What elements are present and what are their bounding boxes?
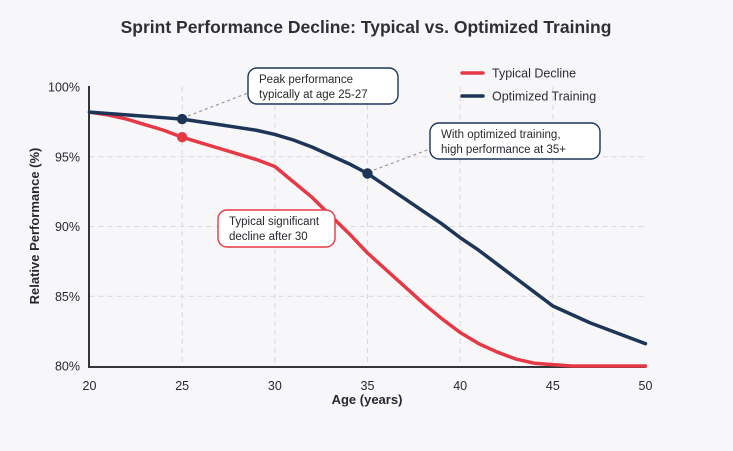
x-axis-label: Age (years)	[332, 392, 403, 407]
legend-label-typical: Typical Decline	[492, 67, 576, 81]
annotation-connector-optimized	[373, 148, 431, 171]
y-tick-label: 95%	[55, 150, 80, 164]
y-tick-label: 85%	[55, 290, 80, 304]
marker-dot	[176, 132, 188, 143]
x-tick-label: 30	[268, 379, 282, 393]
x-tick-label: 45	[546, 379, 560, 393]
data-point-markers	[176, 113, 373, 179]
marker-dot	[362, 168, 373, 179]
x-tick-label: 50	[639, 379, 653, 393]
annotation-text: Peak performance	[259, 74, 353, 86]
annotation-text: high performance at 35+	[441, 144, 566, 156]
legend-label-optimized: Optimized Training	[492, 90, 596, 104]
y-tick-label: 90%	[55, 220, 80, 234]
x-tick-label: 25	[175, 379, 189, 393]
annotation-box-typical: Typical significant decline after 30	[217, 209, 336, 248]
annotation-text: typically at age 25-27	[259, 89, 368, 101]
x-tick-label: 40	[453, 379, 467, 393]
x-tick-label: 35	[361, 379, 375, 393]
annotation-box-optimized: With optimized training, high performanc…	[429, 122, 601, 160]
chart-title: Sprint Performance Decline: Typical vs. …	[121, 17, 612, 37]
legend: Typical Decline Optimized Training	[460, 67, 596, 104]
y-tick-label: 80%	[55, 360, 80, 374]
x-tick-label: 20	[83, 379, 97, 393]
y-axis-label: Relative Performance (%)	[27, 148, 42, 305]
marker-dot	[176, 113, 188, 125]
y-axis-ticks: 100% 95% 90% 85% 80%	[48, 81, 80, 374]
annotation-connector-peak	[187, 92, 249, 117]
annotation-text: decline after 30	[229, 231, 308, 243]
annotation-text: With optimized training,	[441, 129, 561, 141]
y-tick-label: 100%	[48, 81, 80, 95]
x-axis-ticks: 20 25 30 35 40 45 50	[83, 379, 653, 393]
annotation-text: Typical significant	[229, 216, 320, 228]
annotation-box-peak: Peak performance typically at age 25-27	[247, 67, 399, 105]
